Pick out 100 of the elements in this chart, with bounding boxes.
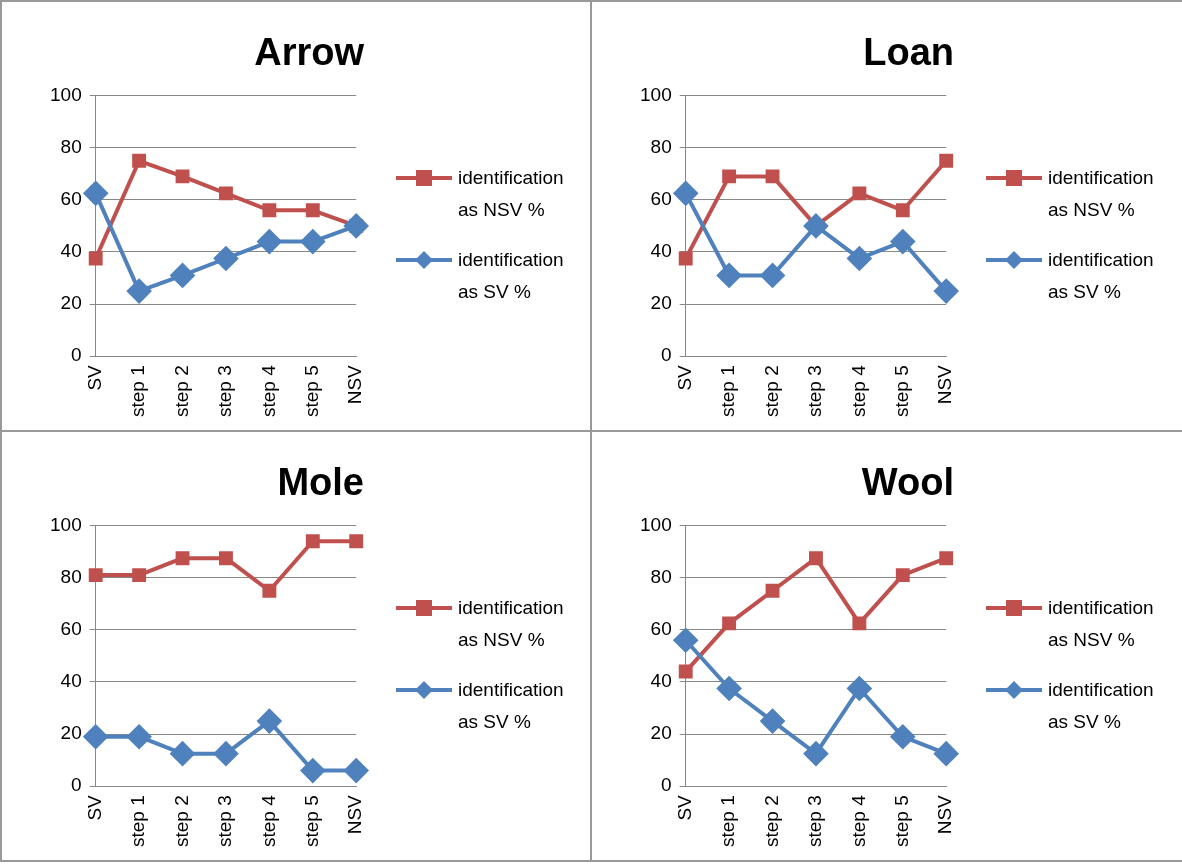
x-tick-label: step 1 xyxy=(127,795,149,848)
x-tick-label: step 1 xyxy=(717,365,739,418)
y-tick-label: 100 xyxy=(640,83,672,105)
x-tick-label: step 4 xyxy=(257,794,279,848)
point xyxy=(83,724,108,749)
point xyxy=(809,551,823,566)
y-tick-label: 40 xyxy=(60,240,82,262)
legend-label: identification as SV % xyxy=(1048,248,1155,304)
x-tick-label: step 5 xyxy=(891,795,913,848)
point xyxy=(803,741,828,766)
y-tick-label: 80 xyxy=(650,565,672,587)
y-tick-label: 80 xyxy=(60,565,82,587)
point xyxy=(88,568,103,583)
x-tick-label: NSV xyxy=(934,364,956,405)
point xyxy=(765,583,780,598)
x-tick-label: step 5 xyxy=(301,795,323,848)
point xyxy=(760,263,785,288)
point xyxy=(673,181,698,206)
x-tick-label: step 3 xyxy=(214,365,236,418)
point xyxy=(673,628,698,653)
x-tick-label: step 3 xyxy=(214,795,236,848)
chart-title: Mole xyxy=(277,461,364,504)
x-tick-label: step 2 xyxy=(760,795,782,848)
legend-label: identification as SV % xyxy=(1048,678,1155,734)
point xyxy=(934,279,959,304)
point xyxy=(219,186,233,201)
point xyxy=(305,203,320,218)
y-tick-label: 40 xyxy=(650,670,672,692)
point xyxy=(300,229,325,254)
point xyxy=(722,616,737,631)
y-tick-label: 60 xyxy=(650,618,672,640)
point xyxy=(219,551,233,566)
point xyxy=(349,534,364,549)
point xyxy=(175,551,190,566)
point xyxy=(344,758,369,783)
x-tick-label: step 3 xyxy=(804,795,826,848)
x-tick-label: step 4 xyxy=(847,364,869,418)
x-tick-label: NSV xyxy=(344,364,366,405)
y-tick-label: 60 xyxy=(60,188,82,210)
x-tick-label: step 4 xyxy=(847,794,869,848)
point xyxy=(132,153,147,168)
point xyxy=(895,203,910,218)
x-tick-label: step 2 xyxy=(760,365,782,418)
y-tick-label: 60 xyxy=(650,188,672,210)
y-tick-label: 0 xyxy=(71,344,82,366)
point xyxy=(765,169,780,184)
x-tick-label: SV xyxy=(83,794,105,821)
x-tick-label: SV xyxy=(83,364,105,391)
y-tick-label: 20 xyxy=(60,292,82,314)
x-tick-label: step 1 xyxy=(127,365,149,418)
x-tick-label: step 5 xyxy=(301,365,323,418)
legend-label: identification as SV % xyxy=(458,248,565,304)
point xyxy=(678,251,693,266)
point xyxy=(803,213,828,238)
y-tick-label: 20 xyxy=(650,292,672,314)
legend-label: identification as NSV % xyxy=(458,166,565,222)
legend-label: identification as NSV % xyxy=(1048,596,1155,652)
point xyxy=(890,229,915,254)
legend-label: identification as SV % xyxy=(458,678,565,734)
chart-title: Wool xyxy=(861,461,954,504)
point xyxy=(213,741,238,766)
chart-title: Loan xyxy=(863,31,954,74)
x-tick-label: step 5 xyxy=(891,365,913,418)
x-tick-label: step 1 xyxy=(717,795,739,848)
y-tick-label: 20 xyxy=(60,722,82,744)
point xyxy=(300,758,325,783)
point xyxy=(890,724,915,749)
point xyxy=(257,229,282,254)
point xyxy=(852,616,867,631)
y-tick-label: 60 xyxy=(60,618,82,640)
y-tick-label: 80 xyxy=(650,135,672,157)
y-tick-label: 0 xyxy=(661,344,672,366)
point xyxy=(847,246,872,271)
point xyxy=(83,181,108,206)
point xyxy=(127,724,152,749)
x-tick-label: SV xyxy=(673,364,695,391)
point xyxy=(262,583,277,598)
x-tick-label: SV xyxy=(673,794,695,821)
y-tick-label: 0 xyxy=(661,774,672,796)
point xyxy=(170,741,195,766)
point xyxy=(717,676,742,701)
point xyxy=(170,263,195,288)
point xyxy=(678,664,693,679)
y-tick-label: 20 xyxy=(650,722,672,744)
x-tick-label: step 2 xyxy=(170,365,192,418)
point xyxy=(939,551,954,566)
x-tick-label: NSV xyxy=(344,794,366,835)
point xyxy=(305,534,320,549)
point xyxy=(213,246,238,271)
point xyxy=(257,709,282,734)
point xyxy=(344,213,369,238)
x-tick-label: step 2 xyxy=(170,795,192,848)
point xyxy=(934,741,959,766)
point xyxy=(939,153,954,168)
y-tick-label: 40 xyxy=(60,670,82,692)
x-tick-label: NSV xyxy=(934,794,956,835)
point xyxy=(847,676,872,701)
chart-title: Arrow xyxy=(254,31,365,74)
point xyxy=(88,251,103,266)
x-tick-label: step 3 xyxy=(804,365,826,418)
